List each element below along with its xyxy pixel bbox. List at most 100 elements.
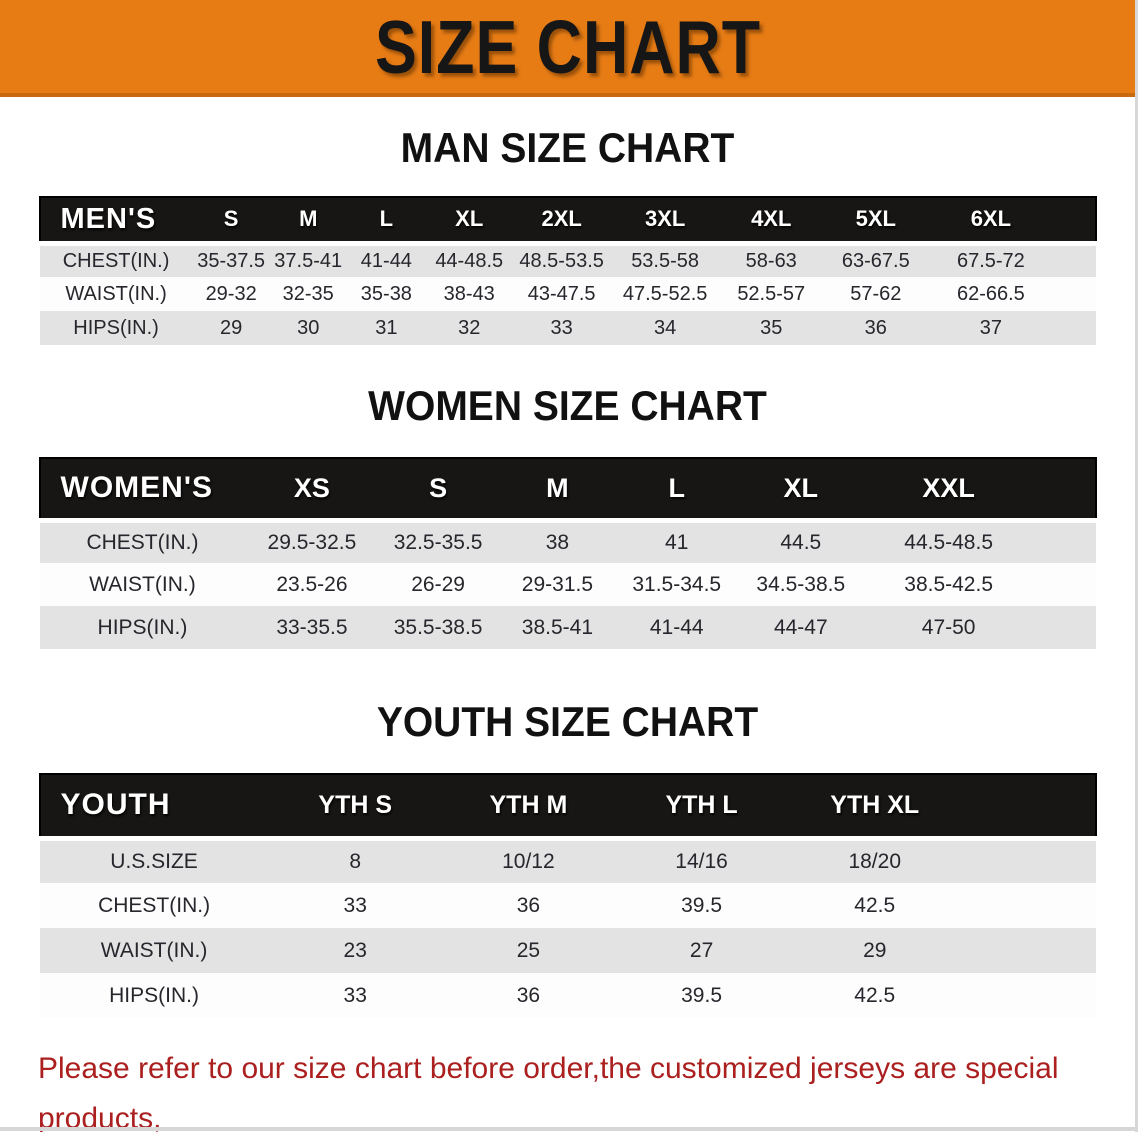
row-label: HIPS(IN.) [39, 606, 246, 649]
size-cell: 25 [441, 928, 615, 973]
size-column-header: 4XL [719, 196, 823, 244]
size-cell: 47.5-52.5 [610, 277, 720, 311]
size-column-header: 5XL [822, 196, 929, 244]
size-cell: 36 [822, 311, 929, 345]
youth-size-section: YOUTH SIZE CHART YOUTH YTH S YTH M YTH L YTH… [0, 699, 1135, 1018]
size-cell: 29 [788, 928, 962, 973]
size-cell: 33 [512, 311, 611, 345]
row-label: U.S.SIZE [39, 835, 269, 883]
size-cell: 41 [617, 517, 737, 563]
size-cell: 52.5-57 [719, 277, 823, 311]
size-column-header: M [497, 457, 618, 521]
row-label: HIPS(IN.) [39, 311, 193, 345]
size-column-header: YTH M [441, 773, 615, 839]
footer-note: Please refer to our size chart before or… [38, 1044, 1135, 1132]
table-row: HIPS(IN.) 33 36 39.5 42.5 [39, 973, 1096, 1018]
size-cell: 23.5-26 [245, 563, 379, 606]
row-spacer [1032, 563, 1096, 606]
banner: SIZE CHART [0, 0, 1135, 97]
table-row: CHEST(IN.) 35-37.5 37.5-41 41-44 44-48.5 48.5… [39, 240, 1096, 277]
size-cell: 41-44 [617, 606, 737, 649]
size-cell: 38.5-41 [497, 606, 618, 649]
size-cell: 57-62 [822, 277, 929, 311]
size-column-header: M [269, 196, 347, 244]
size-cell: 8 [268, 835, 442, 883]
size-column-header: S [192, 196, 270, 244]
womens-size-table: WOMEN'S XS S M L XL XXL CHEST(IN.) 29.5-32.5 32.5… [38, 457, 1097, 649]
man-size-section: MAN SIZE CHART MEN'S S M L XL 2XL 3XL 4XL 5XL 6XL… [0, 125, 1135, 345]
table-row: WAIST(IN.) 29-32 32-35 35-38 38-43 43-47.5 47.… [39, 277, 1096, 311]
size-cell: 30 [269, 311, 347, 345]
size-cell: 32 [425, 311, 513, 345]
size-cell: 39.5 [614, 883, 789, 928]
row-spacer [1053, 311, 1096, 345]
size-cell: 33 [268, 883, 442, 928]
table-row: CHEST(IN.) 33 36 39.5 42.5 [39, 883, 1096, 928]
size-cell: 32.5-35.5 [378, 517, 498, 563]
size-cell: 37.5-41 [269, 240, 347, 277]
size-column-header: 6XL [928, 196, 1054, 244]
size-cell: 63-67.5 [822, 240, 929, 277]
size-column-header: YTH S [268, 773, 442, 839]
row-spacer [1053, 277, 1096, 311]
note-line-1: Please refer to our size chart before or… [38, 1052, 1059, 1132]
row-label: WAIST(IN.) [39, 928, 269, 973]
man-size-heading: MAN SIZE CHART [400, 125, 735, 172]
size-cell: 35-38 [346, 277, 426, 311]
size-table-header-row: WOMEN'S XS S M L XL XXL [38, 457, 1097, 521]
size-cell: 34 [610, 311, 720, 345]
youth-size-heading: YOUTH SIZE CHART [376, 699, 759, 746]
size-cell: 62-66.5 [928, 277, 1054, 311]
size-cell: 10/12 [441, 835, 615, 883]
size-cell: 31.5-34.5 [617, 563, 737, 606]
size-cell: 42.5 [788, 883, 962, 928]
size-cell: 44-47 [736, 606, 866, 649]
table-row: CHEST(IN.) 29.5-32.5 32.5-35.5 38 41 44.5 44.5… [39, 517, 1096, 563]
size-column-header: XL [736, 457, 866, 521]
size-column-header: YTH L [614, 773, 789, 839]
size-column-header: XL [425, 196, 513, 244]
table-category-label: YOUTH [38, 773, 269, 839]
header-spacer [1053, 196, 1097, 244]
table-row: HIPS(IN.) 29 30 31 32 33 34 35 36 37 [39, 311, 1096, 345]
mens-size-table: MEN'S S M L XL 2XL 3XL 4XL 5XL 6XL CHEST(IN.) 35-37… [38, 196, 1097, 345]
table-row: HIPS(IN.) 33-35.5 35.5-38.5 38.5-41 41-44 44-… [39, 606, 1096, 649]
size-cell: 67.5-72 [928, 240, 1054, 277]
size-cell: 23 [268, 928, 442, 973]
size-column-header: 2XL [512, 196, 611, 244]
size-column-header: S [378, 457, 498, 521]
size-column-header: XXL [865, 457, 1033, 521]
table-category-label: MEN'S [38, 196, 193, 244]
size-cell: 44.5-48.5 [865, 517, 1033, 563]
size-cell: 38-43 [425, 277, 513, 311]
size-table-header-row: MEN'S S M L XL 2XL 3XL 4XL 5XL 6XL [38, 196, 1097, 244]
row-label: CHEST(IN.) [39, 883, 269, 928]
women-size-section: WOMEN SIZE CHART WOMEN'S XS S M L XL XXL CHEST(… [0, 383, 1135, 649]
table-row: U.S.SIZE 8 10/12 14/16 18/20 [39, 835, 1096, 883]
size-cell: 53.5-58 [610, 240, 720, 277]
women-size-heading: WOMEN SIZE CHART [368, 383, 767, 430]
size-cell: 43-47.5 [512, 277, 611, 311]
size-cell: 48.5-53.5 [512, 240, 611, 277]
size-cell: 47-50 [865, 606, 1033, 649]
size-cell: 31 [346, 311, 426, 345]
row-spacer [961, 973, 1096, 1018]
size-cell: 36 [441, 883, 615, 928]
size-column-header: L [617, 457, 737, 521]
size-table-header-row: YOUTH YTH S YTH M YTH L YTH XL [38, 773, 1097, 839]
row-spacer [961, 883, 1096, 928]
size-cell: 33 [268, 973, 442, 1018]
row-spacer [961, 928, 1096, 973]
row-spacer [961, 835, 1096, 883]
size-cell: 29.5-32.5 [245, 517, 379, 563]
row-label: WAIST(IN.) [39, 277, 193, 311]
header-spacer [1032, 457, 1097, 521]
image-bottom-border [0, 1127, 1135, 1131]
size-cell: 26-29 [378, 563, 498, 606]
size-cell: 35.5-38.5 [378, 606, 498, 649]
row-label: CHEST(IN.) [39, 517, 246, 563]
row-spacer [1053, 240, 1096, 277]
size-cell: 29 [192, 311, 270, 345]
size-cell: 42.5 [788, 973, 962, 1018]
